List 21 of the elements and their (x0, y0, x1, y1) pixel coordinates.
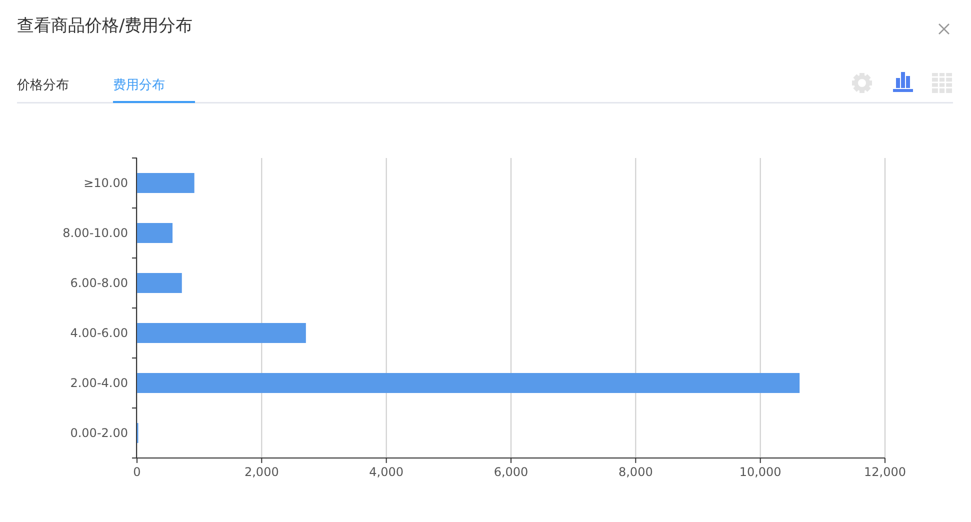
text: 费用分布 (113, 78, 165, 93)
y-tick-label: 4.00-6.00 (70, 326, 128, 340)
text: 价格分布 (16, 78, 69, 93)
x-tick-label: 4,000 (369, 465, 404, 479)
x-tick-label: 10,000 (739, 465, 782, 479)
x-tick-label: 8,000 (618, 465, 653, 479)
y-tick-label: 0.00-2.00 (70, 426, 128, 440)
x-tick-label: 0 (133, 465, 141, 479)
x-tick-label: 2,000 (244, 465, 279, 479)
y-tick-label: 8.00-10.00 (62, 226, 128, 240)
x-tick-label: 12,000 (864, 465, 906, 479)
y-tick-label: 6.00-8.00 (70, 276, 128, 290)
bar (137, 173, 194, 193)
bar (137, 323, 306, 343)
bar (137, 373, 800, 393)
x-tick-label: 6,000 (494, 465, 528, 479)
y-tick-label: ≥10.00 (84, 176, 128, 190)
y-tick-label: 2.00-4.00 (70, 376, 128, 390)
bar (137, 223, 173, 243)
bar (137, 273, 182, 293)
chart-title: 查看商品价格/费用分布 (17, 16, 193, 36)
